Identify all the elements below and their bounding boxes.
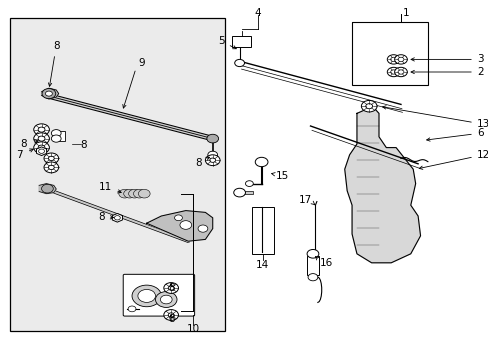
Text: 8: 8 xyxy=(167,314,174,324)
Circle shape xyxy=(233,188,245,197)
Circle shape xyxy=(114,216,120,220)
Bar xyxy=(351,22,427,85)
Text: 2: 2 xyxy=(410,67,483,77)
Polygon shape xyxy=(39,184,56,194)
Circle shape xyxy=(168,313,174,317)
Circle shape xyxy=(209,158,215,162)
Circle shape xyxy=(155,292,177,307)
Circle shape xyxy=(207,151,217,158)
Circle shape xyxy=(160,295,172,304)
Circle shape xyxy=(48,165,54,170)
Bar xyxy=(53,131,65,141)
Text: 4: 4 xyxy=(254,8,261,18)
Circle shape xyxy=(234,59,244,67)
Circle shape xyxy=(128,306,136,312)
Bar xyxy=(306,256,318,275)
Circle shape xyxy=(123,189,135,198)
Circle shape xyxy=(38,136,45,141)
Text: 8: 8 xyxy=(167,283,174,293)
Circle shape xyxy=(138,189,150,198)
Circle shape xyxy=(174,215,182,221)
Circle shape xyxy=(306,249,318,258)
Circle shape xyxy=(168,286,174,290)
Text: 8: 8 xyxy=(195,157,209,168)
Circle shape xyxy=(38,145,45,150)
Text: 17: 17 xyxy=(298,195,312,205)
Circle shape xyxy=(34,142,49,153)
Bar xyxy=(10,18,224,331)
Circle shape xyxy=(255,157,267,167)
Circle shape xyxy=(206,134,218,143)
Text: 8: 8 xyxy=(98,212,113,222)
Text: 9: 9 xyxy=(138,58,145,68)
Text: 10: 10 xyxy=(186,324,199,334)
Circle shape xyxy=(386,55,399,64)
Circle shape xyxy=(163,283,178,293)
Bar xyxy=(241,191,253,194)
Circle shape xyxy=(361,100,376,112)
Circle shape xyxy=(48,156,54,161)
Text: 1: 1 xyxy=(402,8,408,18)
Circle shape xyxy=(128,189,140,198)
Circle shape xyxy=(38,127,45,132)
Polygon shape xyxy=(146,211,212,241)
Circle shape xyxy=(386,67,399,77)
Text: 5: 5 xyxy=(218,36,236,49)
Text: 8: 8 xyxy=(81,140,87,150)
Circle shape xyxy=(394,55,407,64)
Circle shape xyxy=(132,285,161,307)
Text: 13: 13 xyxy=(382,106,488,129)
Circle shape xyxy=(133,189,145,198)
Circle shape xyxy=(51,135,61,142)
Circle shape xyxy=(51,130,61,137)
Polygon shape xyxy=(112,213,122,222)
Circle shape xyxy=(205,155,220,166)
Text: 7: 7 xyxy=(16,150,22,160)
Circle shape xyxy=(397,57,403,62)
Text: 3: 3 xyxy=(410,54,483,64)
Circle shape xyxy=(163,310,178,320)
Circle shape xyxy=(198,225,207,232)
Circle shape xyxy=(44,153,59,164)
Bar xyxy=(251,207,273,254)
Circle shape xyxy=(138,289,155,302)
Bar xyxy=(232,36,250,47)
Circle shape xyxy=(39,149,44,153)
Polygon shape xyxy=(37,147,46,156)
Circle shape xyxy=(390,57,396,62)
Circle shape xyxy=(41,184,53,193)
Circle shape xyxy=(245,181,253,186)
Circle shape xyxy=(390,70,396,74)
Circle shape xyxy=(180,221,191,229)
Circle shape xyxy=(34,124,49,135)
Circle shape xyxy=(307,274,317,281)
Text: 11: 11 xyxy=(99,182,121,193)
Text: 15: 15 xyxy=(276,171,289,181)
Circle shape xyxy=(44,162,59,173)
Circle shape xyxy=(394,67,407,77)
Circle shape xyxy=(365,104,372,109)
Text: 14: 14 xyxy=(255,260,269,270)
Text: 6: 6 xyxy=(426,128,483,141)
Circle shape xyxy=(34,133,49,144)
Text: 8: 8 xyxy=(48,41,60,86)
Circle shape xyxy=(397,70,403,74)
Polygon shape xyxy=(344,108,420,263)
FancyBboxPatch shape xyxy=(123,274,194,316)
Polygon shape xyxy=(41,88,59,99)
Circle shape xyxy=(42,89,56,99)
Circle shape xyxy=(45,91,52,96)
Text: 12: 12 xyxy=(418,150,488,169)
Text: 16: 16 xyxy=(320,258,333,268)
Text: 8: 8 xyxy=(20,139,27,149)
Circle shape xyxy=(119,189,130,198)
